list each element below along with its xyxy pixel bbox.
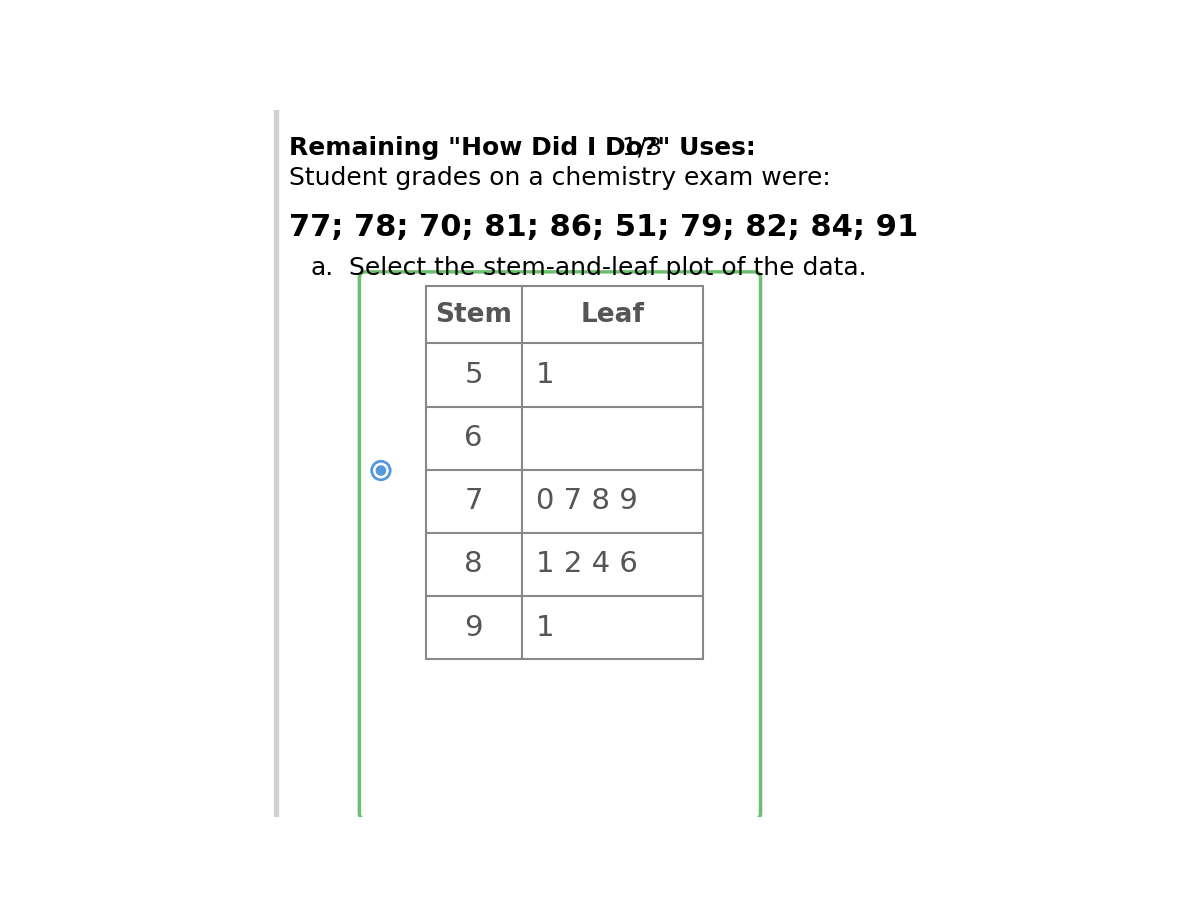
FancyBboxPatch shape bbox=[359, 272, 761, 820]
Text: 5: 5 bbox=[464, 361, 482, 389]
Text: 1: 1 bbox=[536, 613, 554, 642]
Text: Stem: Stem bbox=[435, 302, 512, 328]
Circle shape bbox=[376, 466, 386, 476]
Text: Remaining "How Did I Do?" Uses:: Remaining "How Did I Do?" Uses: bbox=[289, 136, 756, 160]
Text: Leaf: Leaf bbox=[580, 302, 645, 328]
Text: 1 2 4 6: 1 2 4 6 bbox=[536, 551, 638, 578]
Text: Select the stem-and-leaf plot of the data.: Select the stem-and-leaf plot of the dat… bbox=[333, 256, 867, 281]
Bar bbox=[273, 110, 278, 817]
Text: 8: 8 bbox=[464, 551, 484, 578]
Text: 9: 9 bbox=[464, 613, 482, 642]
Text: 77; 78; 70; 81; 86; 51; 79; 82; 84; 91: 77; 78; 70; 81; 86; 51; 79; 82; 84; 91 bbox=[289, 213, 918, 241]
Bar bbox=[425, 285, 703, 659]
Text: 6: 6 bbox=[464, 424, 482, 453]
Text: 1/3: 1/3 bbox=[614, 136, 663, 160]
Text: 1: 1 bbox=[536, 361, 554, 389]
Text: 0 7 8 9: 0 7 8 9 bbox=[536, 487, 638, 515]
Text: a.: a. bbox=[310, 256, 333, 281]
Text: 7: 7 bbox=[464, 487, 482, 515]
Text: Student grades on a chemistry exam were:: Student grades on a chemistry exam were: bbox=[289, 166, 831, 190]
